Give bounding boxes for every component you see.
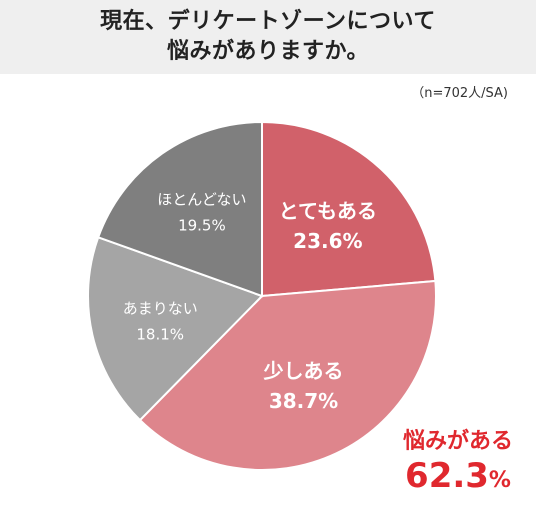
chart-title: 現在、デリケートゾーンについて 悩みがありますか。	[0, 0, 536, 74]
highlight-callout: 悩みがある 62.3%	[388, 428, 528, 496]
sample-size-note: （n=702人/SA)	[411, 86, 508, 101]
slice-value-1: 23.6%	[293, 229, 362, 253]
slice-label-4: ほとんどない	[157, 191, 246, 209]
slice-value-4: 19.5%	[178, 217, 226, 235]
pie-slice-3	[87, 235, 264, 422]
highlight-unit: %	[488, 468, 511, 493]
title-line-1: 現在、デリケートゾーンについて	[100, 9, 436, 34]
title-line-2: 悩みがありますか。	[166, 39, 370, 64]
pie-slice-4	[96, 120, 263, 298]
slice-label-2: 少しある	[263, 359, 344, 383]
highlight-label: 悩みがある	[402, 429, 513, 454]
highlight-value: 62.3	[405, 456, 489, 496]
slice-label-1: とてもある	[279, 199, 377, 223]
slice-label-3: あまりない	[123, 299, 198, 317]
pie-slice-1	[261, 120, 437, 298]
slice-value-3: 18.1%	[136, 325, 184, 343]
slice-value-2: 38.7%	[269, 389, 338, 413]
pie-slice-2	[138, 279, 437, 471]
